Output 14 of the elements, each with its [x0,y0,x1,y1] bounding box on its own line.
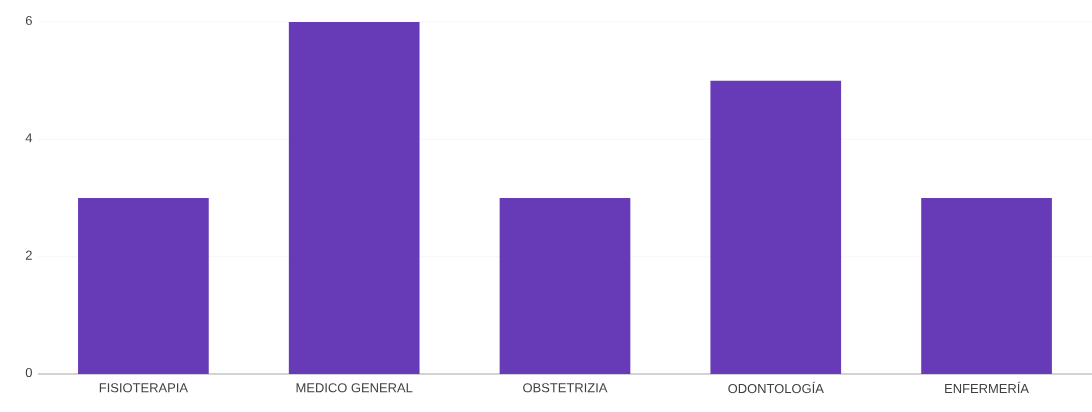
x-tick-label: FISIOTERAPIA [99,383,188,393]
bar [288,22,420,374]
x-tick-label: OBSTETRIZIA [523,383,608,393]
x-tick-label: MEDICO GENERAL [296,383,413,393]
bar [710,80,842,374]
bar [499,198,631,374]
x-tick-label: ODONTOLOGÍA [728,381,824,394]
y-tick-label: 0 [25,367,32,378]
bar [921,198,1052,374]
y-tick-label: 4 [25,133,33,143]
bar [78,198,209,374]
x-tick-label: ENFERMERÍA [945,381,1029,393]
y-tick-label: 2 [25,250,32,260]
y-tick-label: 6 [25,15,32,26]
